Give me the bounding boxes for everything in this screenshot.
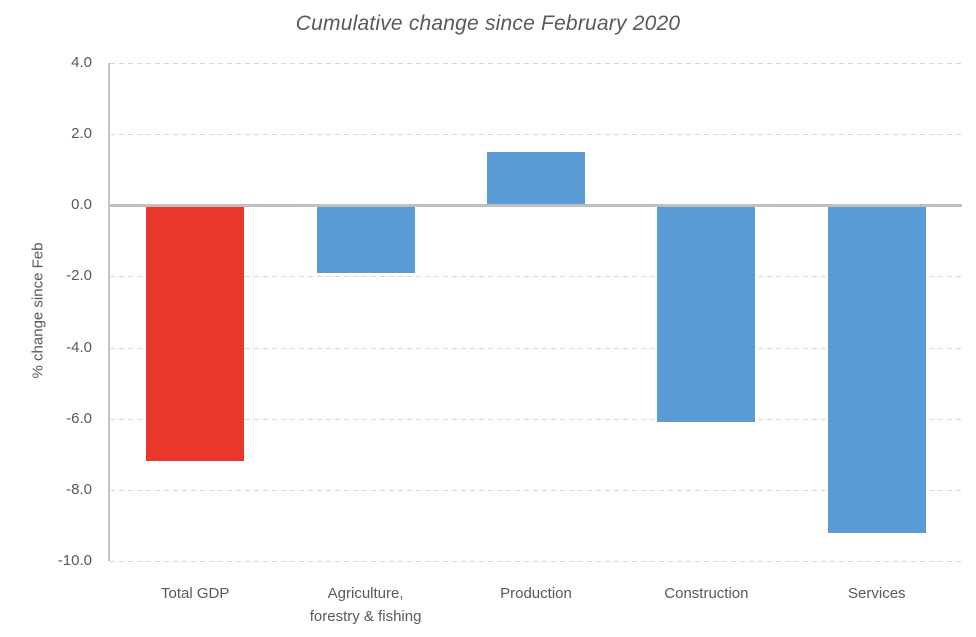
- bar-services: [827, 205, 926, 533]
- gridline: [110, 134, 962, 136]
- category-label-construction: Construction: [664, 585, 749, 602]
- bar-construction: [657, 205, 756, 423]
- y-tick-label: 2.0: [71, 125, 92, 143]
- bar-total-gdp: [146, 205, 245, 462]
- y-tick-label: -6.0: [66, 409, 92, 427]
- gridline: [110, 63, 962, 64]
- gridline: [110, 489, 962, 491]
- y-axis-line: [108, 63, 110, 561]
- bar-production: [487, 151, 585, 206]
- gridline: [110, 347, 962, 349]
- chart-title: Cumulative change since February 2020: [295, 12, 681, 35]
- category-label-services: Services: [848, 585, 906, 602]
- category-label-agriculture: Agriculture, forestry & fishing: [309, 585, 422, 626]
- y-tick-label: -10.0: [57, 552, 92, 569]
- category-label-production: Production: [500, 585, 572, 602]
- y-tick-label: -2.0: [66, 267, 92, 285]
- gridline: [110, 418, 962, 420]
- zero-axis-line: [110, 203, 962, 207]
- y-tick-label: 0.0: [71, 196, 92, 214]
- y-tick-label: -4.0: [66, 338, 92, 356]
- gridline: [110, 276, 962, 278]
- gridline: [110, 561, 962, 562]
- bar-agriculture: [316, 205, 415, 273]
- category-label-total-gdp: Total GDP: [161, 585, 230, 602]
- y-tick-label: 4.0: [71, 54, 92, 71]
- y-tick-label: -8.0: [66, 480, 92, 498]
